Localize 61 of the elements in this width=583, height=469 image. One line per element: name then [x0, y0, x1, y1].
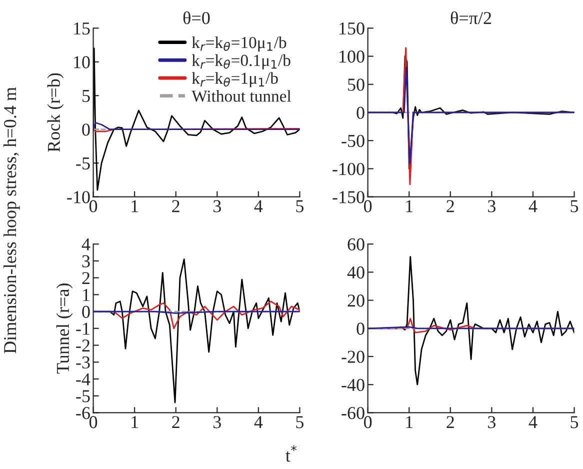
x-tick-label: 4 — [528, 200, 538, 212]
x-tick-label: 5 — [296, 200, 304, 212]
x-tick-label: 5 — [570, 416, 578, 428]
x-tick-label: 1 — [406, 200, 413, 212]
y-tick-label: -60 — [342, 406, 364, 420]
y-axis-title: Tunnel (r=a) — [56, 284, 73, 374]
y-tick-label: -50 — [342, 134, 364, 148]
x-tick-label: 3 — [213, 416, 221, 428]
legend-label: Without tunnel — [192, 90, 292, 102]
x-tick-label: 4 — [528, 416, 538, 428]
x-tick-label: 3 — [488, 416, 496, 428]
x-tick-label: 4 — [254, 416, 263, 428]
text: t$^{*}$ — [286, 445, 297, 462]
x-tick-label: 1 — [406, 416, 413, 428]
legend-label: k$_{r}$=k$_{θ}$=0.1μ$_{1}$/b — [192, 54, 290, 70]
y-tick-label: 20 — [348, 294, 364, 307]
x-tick-label: 2 — [446, 416, 454, 428]
x-tick-label: 2 — [446, 200, 454, 212]
y-tick-label: -100 — [332, 162, 364, 176]
y-tick-label: -10 — [67, 191, 90, 204]
y-tick-label: -3 — [76, 356, 90, 369]
y-tick-label: 150 — [340, 22, 364, 35]
y-tick-label: 4 — [82, 238, 90, 250]
chart-title: θ=π/2 — [450, 11, 492, 24]
x-tick-label: 1 — [132, 200, 138, 212]
y-tick-label: 0 — [356, 106, 364, 119]
x-tick-label: 1 — [132, 416, 138, 428]
y-tick-label: 2 — [82, 272, 90, 284]
y-tick-label: -20 — [342, 350, 364, 363]
y-tick-label: -150 — [332, 191, 364, 204]
y-tick-label: 1 — [83, 288, 90, 301]
x-tick-label: 3 — [213, 200, 221, 212]
legend-label: k$_{r}$=k$_{θ}$=1μ$_{1}$/b — [192, 72, 278, 88]
y-axis-title: Rock (r=b) — [47, 73, 64, 152]
y-tick-label: -1 — [76, 322, 90, 335]
y-tick-label: -40 — [342, 378, 364, 392]
y-tick-label: 3 — [82, 255, 90, 268]
x-tick-label: 2 — [172, 416, 180, 428]
y-tick-label: 60 — [348, 238, 364, 250]
y-tick-label: -5 — [76, 158, 90, 170]
y-tick-label: -6 — [76, 407, 90, 420]
y-tick-label: -2 — [76, 340, 90, 352]
y-tick-label: 0 — [82, 124, 90, 136]
chart-title: θ=0 — [183, 11, 210, 24]
x-tick-label: 5 — [296, 416, 304, 428]
legend-label: k$_{r}$=k$_{θ}$=10μ$_{1}$/b — [192, 36, 286, 52]
text: Dimension-less hoop stress, h=0.4 m — [3, 87, 20, 354]
y-tick-label: 100 — [340, 50, 364, 63]
y-tick-label: 15 — [74, 22, 90, 35]
x-tick-label: 2 — [172, 200, 180, 212]
y-tick-label: 50 — [348, 78, 364, 91]
y-tick-label: 40 — [347, 266, 364, 279]
y-tick-label: 10 — [74, 56, 90, 68]
y-tick-label: -5 — [76, 390, 90, 402]
x-tick-label: 3 — [488, 200, 496, 212]
y-tick-label: -4 — [76, 373, 90, 386]
y-tick-label: 0 — [356, 322, 364, 335]
y-tick-label: 5 — [82, 90, 90, 102]
x-tick-label: 5 — [570, 200, 578, 212]
x-tick-label: 4 — [254, 200, 263, 212]
y-tick-label: 0 — [82, 306, 90, 318]
